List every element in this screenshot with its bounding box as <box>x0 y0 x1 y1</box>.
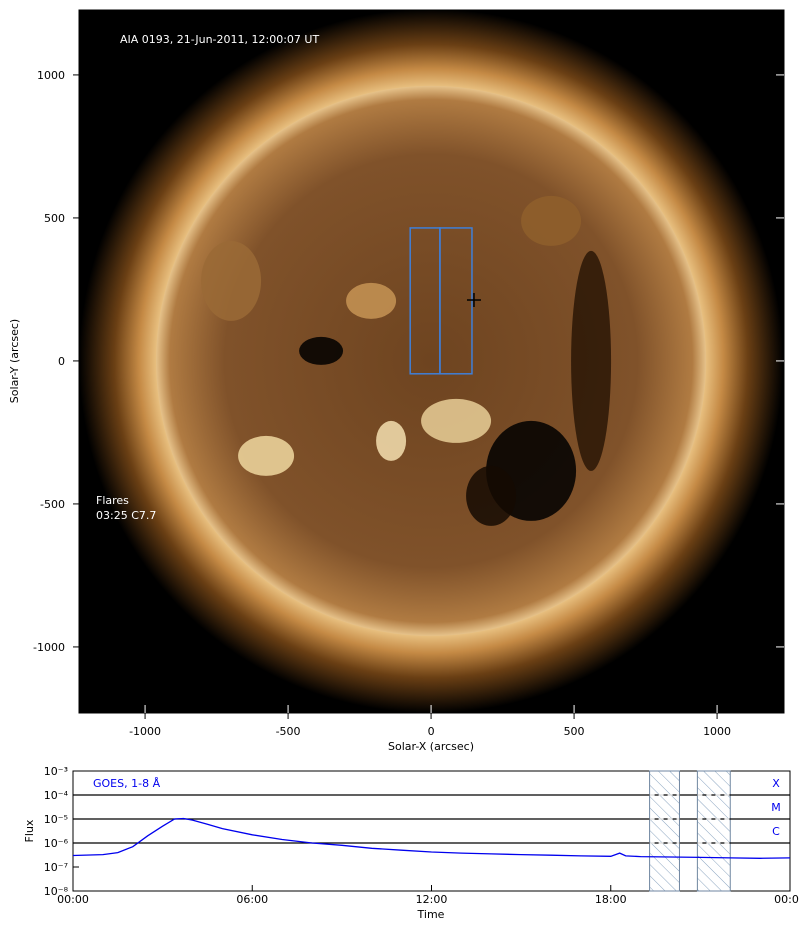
solar-feature <box>201 240 262 321</box>
class-label: X <box>772 777 780 790</box>
x-tick-label: 12:00 <box>416 893 448 906</box>
annotation: 03:25 C7.7 <box>96 509 156 522</box>
y-tick-label: -1000 <box>33 641 65 654</box>
y-tick-label: 10⁻⁶ <box>44 837 69 850</box>
solar-image <box>79 10 783 713</box>
annotation: Flares <box>96 494 129 507</box>
image-title: AIA 0193, 21-Jun-2011, 12:00:07 UT <box>120 33 319 46</box>
y-tick-label: 10⁻⁸ <box>44 885 69 898</box>
x-tick-label: 1000 <box>703 725 731 738</box>
solar-feature <box>466 465 517 526</box>
solar-feature <box>521 195 582 246</box>
solar-feature <box>376 420 407 461</box>
y-tick-label: 1000 <box>37 69 65 82</box>
x-axis-label: Time <box>417 908 445 921</box>
y-tick-label: 0 <box>58 355 65 368</box>
solar-disk <box>156 85 707 636</box>
x-tick-label: 18:00 <box>595 893 627 906</box>
solar-feature <box>571 250 612 471</box>
series-line <box>72 817 791 859</box>
legend-label: GOES, 1-8 Å <box>93 777 161 790</box>
shaded-interval <box>696 770 731 892</box>
y-axis-label: Solar-Y (arcsec) <box>8 319 21 403</box>
solar-feature <box>238 435 295 476</box>
solar-feature <box>421 398 492 443</box>
y-tick-label: -500 <box>40 498 65 511</box>
plot-frame <box>72 770 791 892</box>
solar-feature <box>346 282 397 319</box>
x-tick-label: 500 <box>564 725 585 738</box>
y-axis-label: Flux <box>23 819 36 842</box>
shaded-interval <box>649 770 680 892</box>
x-tick-label: 00:00 <box>57 893 89 906</box>
y-tick-label: 10⁻⁴ <box>44 789 69 802</box>
x-tick-label: 06:00 <box>236 893 268 906</box>
x-tick-label: 0 <box>428 725 435 738</box>
x-tick-label: 00:00 <box>774 893 799 906</box>
y-tick-label: 10⁻⁵ <box>44 813 68 826</box>
solar-feature <box>299 336 344 365</box>
region-box <box>439 227 473 375</box>
class-label: M <box>771 801 781 814</box>
x-axis-label: Solar-X (arcsec) <box>388 740 474 753</box>
x-tick-label: -1000 <box>129 725 161 738</box>
y-tick-label: 10⁻⁷ <box>44 861 68 874</box>
x-tick-label: -500 <box>276 725 301 738</box>
class-label: C <box>772 825 780 838</box>
marker <box>466 293 481 308</box>
y-tick-label: 500 <box>44 212 65 225</box>
y-tick-label: 10⁻³ <box>44 765 68 778</box>
